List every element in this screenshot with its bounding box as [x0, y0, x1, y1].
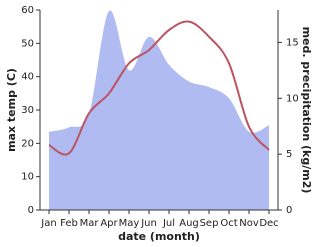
x-tick-label: Jun: [140, 218, 157, 229]
x-axis-label: date (month): [118, 230, 200, 243]
x-tick-label: Apr: [100, 218, 118, 229]
temp-line: [48, 20, 270, 156]
y-tick-label: 40: [21, 72, 34, 83]
x-tick-label: Nov: [239, 218, 259, 229]
x-tick-label: Mar: [80, 218, 100, 229]
x-tick-label: Feb: [60, 218, 78, 229]
precipitation-area: [49, 10, 269, 210]
y2-axis-label: med. precipitation (kg/m2): [300, 27, 313, 194]
y-tick-label: 0: [28, 205, 34, 216]
x-tick-label: Sep: [200, 218, 219, 229]
x-tick-label: Oct: [220, 218, 237, 229]
x-tick-label: May: [119, 218, 140, 229]
y2-tick-label: 15: [286, 37, 299, 48]
y-axis-label: max temp (C): [5, 68, 18, 152]
y2-tick-label: 5: [286, 149, 292, 160]
x-tick-label: Jan: [40, 218, 56, 229]
y-tick-label: 30: [21, 105, 34, 116]
y-tick-label: 20: [21, 138, 34, 149]
x-tick-label: Jul: [162, 218, 175, 229]
y2-tick-label: 0: [286, 205, 292, 216]
y-tick-label: 50: [21, 38, 34, 49]
y-tick-label: 10: [21, 172, 34, 183]
y-tick-label: 60: [21, 5, 34, 16]
x-tick-label: Dec: [259, 218, 278, 229]
y2-tick-label: 10: [286, 93, 299, 104]
x-tick-label: Aug: [179, 218, 199, 229]
